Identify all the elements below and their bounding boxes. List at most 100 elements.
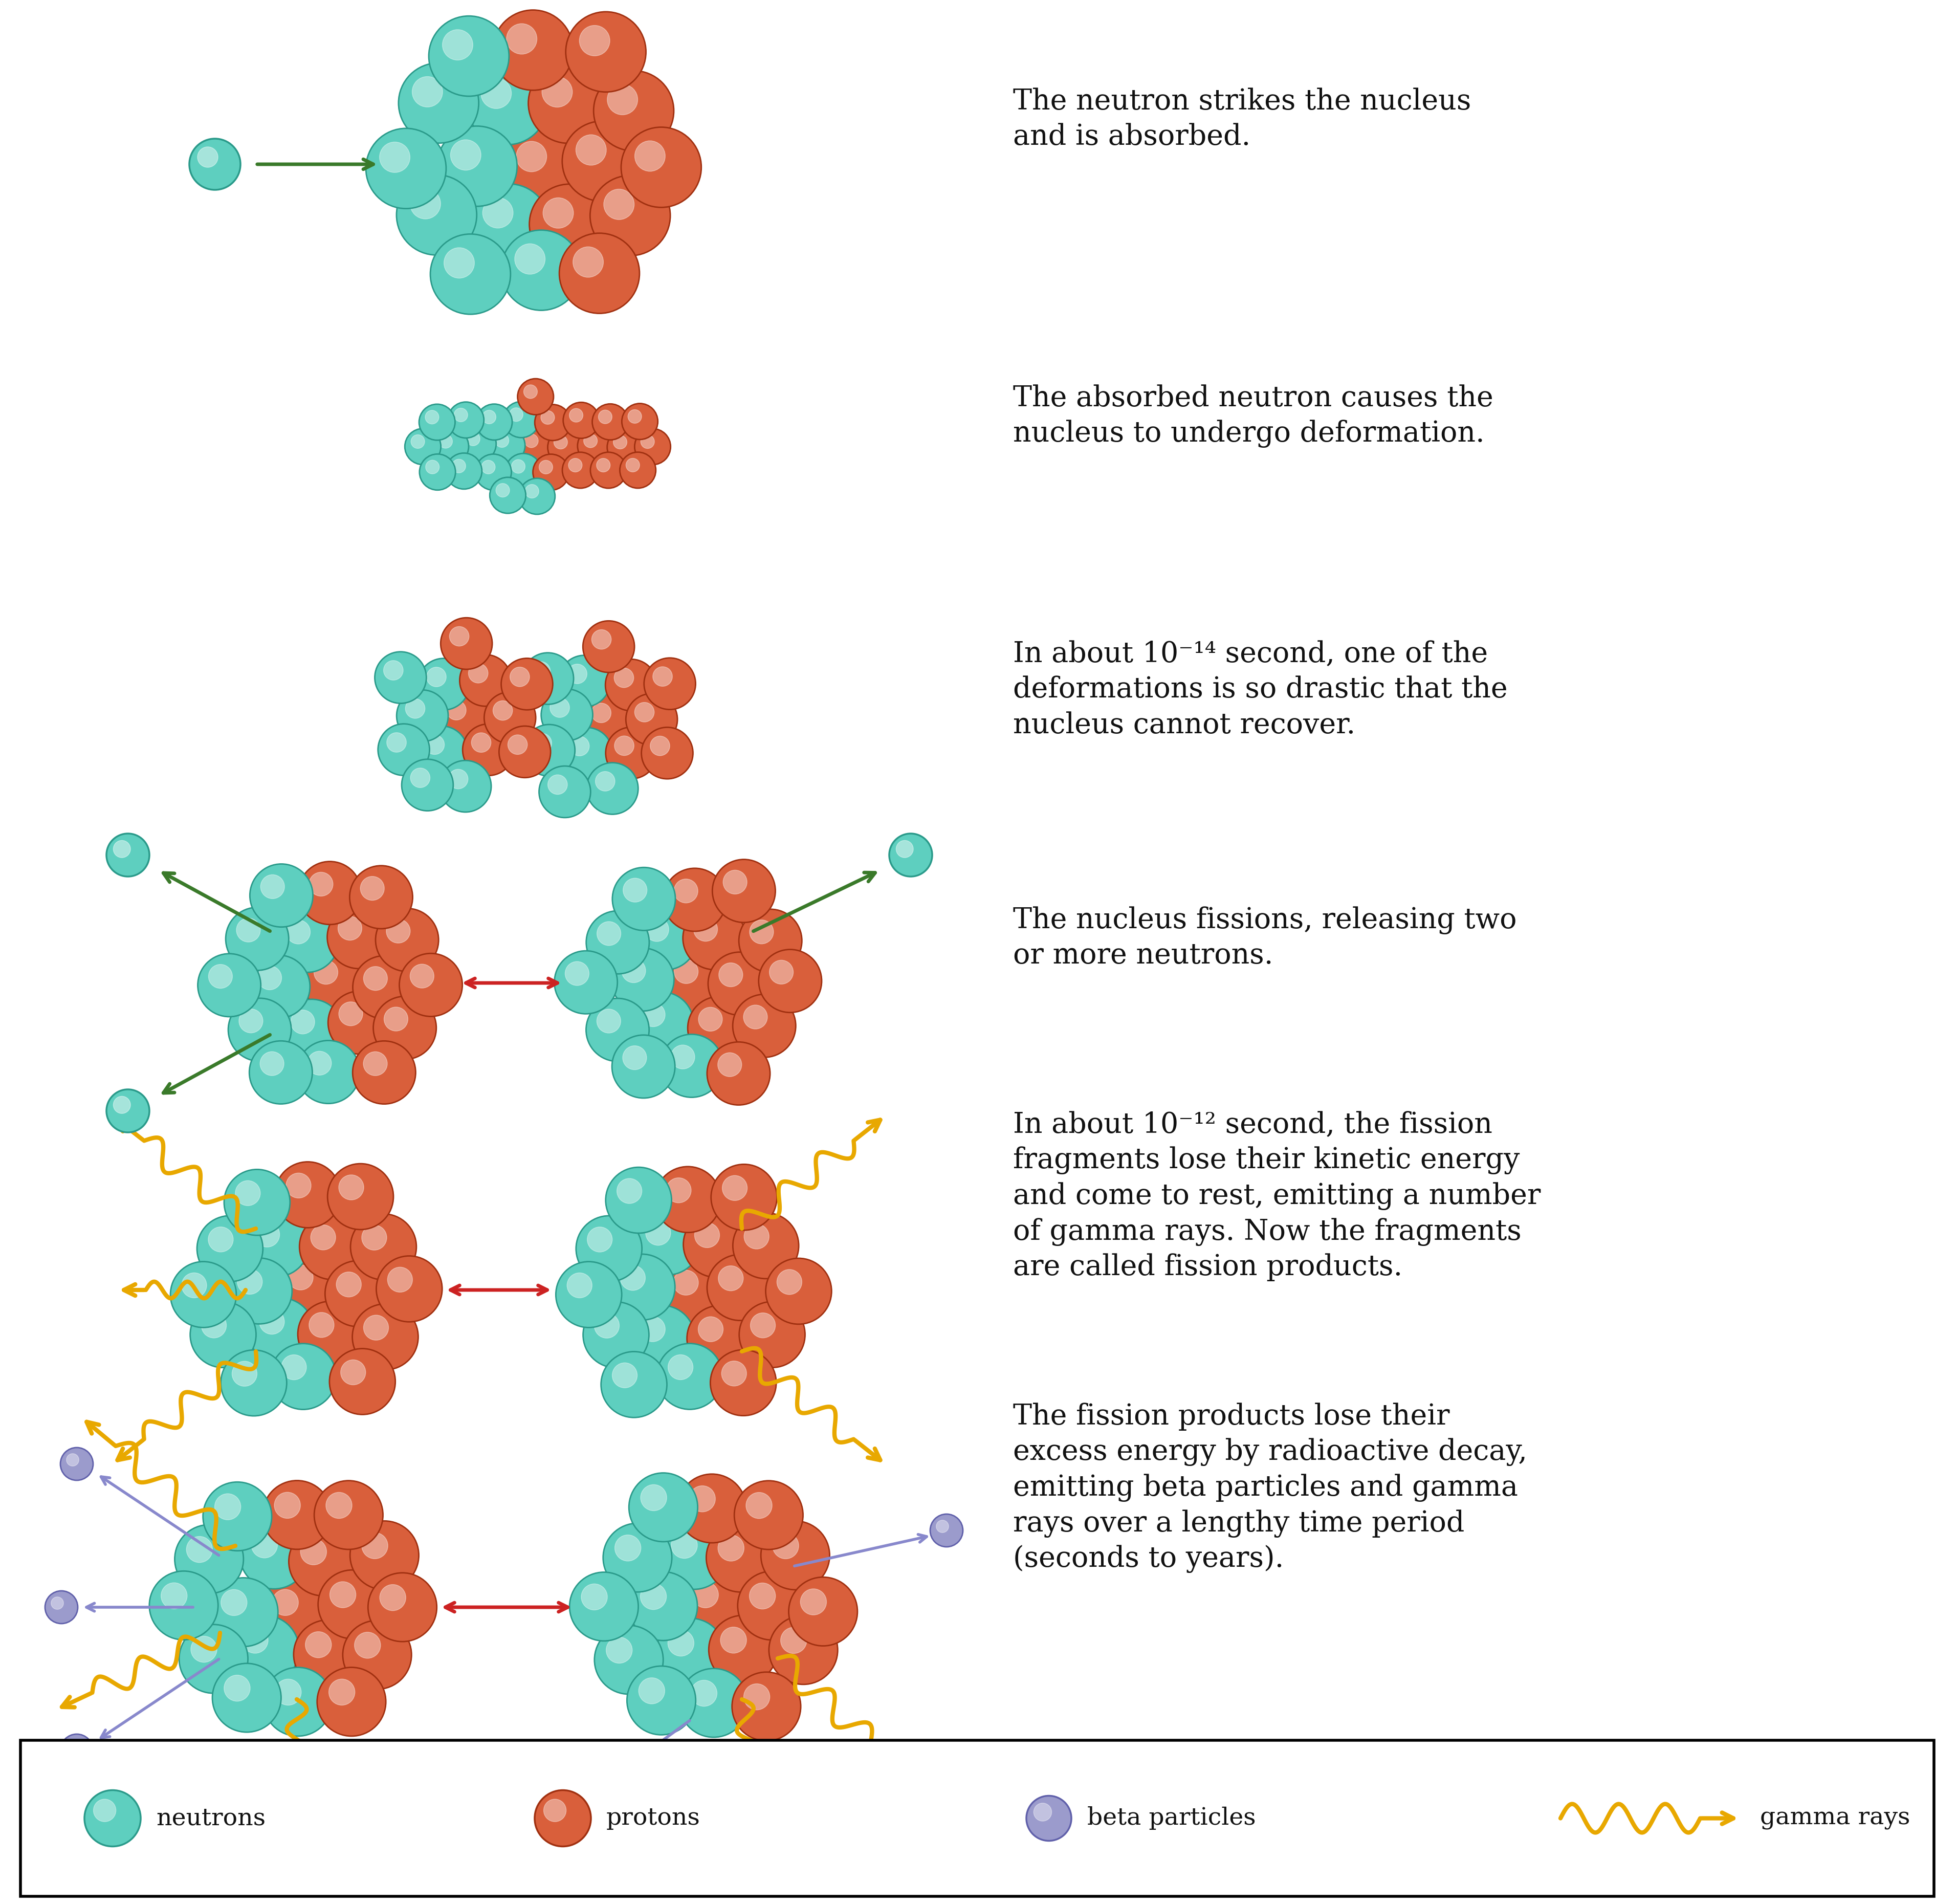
Circle shape: [213, 1664, 282, 1733]
Circle shape: [67, 1740, 78, 1752]
Circle shape: [223, 1676, 250, 1700]
Circle shape: [679, 1668, 748, 1736]
Circle shape: [493, 10, 573, 89]
Circle shape: [387, 1268, 413, 1293]
Circle shape: [448, 402, 483, 438]
Circle shape: [614, 1535, 640, 1561]
Circle shape: [329, 1348, 395, 1415]
Circle shape: [532, 733, 552, 752]
Circle shape: [489, 428, 524, 463]
Circle shape: [614, 737, 634, 756]
Circle shape: [67, 1453, 78, 1466]
Circle shape: [221, 1350, 288, 1417]
Circle shape: [630, 992, 693, 1055]
Circle shape: [634, 141, 665, 171]
Circle shape: [687, 996, 751, 1059]
Circle shape: [231, 1615, 299, 1685]
Circle shape: [276, 910, 339, 973]
Circle shape: [380, 143, 411, 173]
Text: In about 10⁻¹⁴ second, one of the
deformations is so drastic that the
nucleus ca: In about 10⁻¹⁴ second, one of the deform…: [1014, 640, 1507, 739]
Circle shape: [233, 1361, 256, 1386]
Circle shape: [789, 1577, 857, 1645]
Circle shape: [718, 963, 744, 986]
Circle shape: [667, 1630, 695, 1656]
Circle shape: [566, 962, 589, 986]
Circle shape: [722, 1361, 746, 1386]
Circle shape: [656, 1167, 720, 1232]
Circle shape: [660, 1521, 728, 1590]
Circle shape: [149, 1571, 217, 1639]
Circle shape: [339, 1175, 364, 1200]
Circle shape: [628, 1306, 695, 1371]
Circle shape: [350, 1215, 417, 1279]
Circle shape: [249, 1041, 313, 1104]
Circle shape: [411, 188, 440, 219]
Circle shape: [260, 1310, 284, 1335]
Circle shape: [587, 1226, 613, 1253]
Circle shape: [329, 992, 391, 1055]
Circle shape: [325, 1260, 391, 1327]
Circle shape: [397, 175, 478, 255]
Circle shape: [732, 1213, 798, 1279]
Circle shape: [620, 1266, 646, 1291]
Circle shape: [750, 920, 773, 944]
Circle shape: [413, 76, 442, 107]
Circle shape: [595, 1626, 663, 1695]
Circle shape: [734, 1481, 802, 1550]
Circle shape: [622, 960, 646, 982]
Circle shape: [640, 1485, 667, 1510]
Circle shape: [626, 459, 640, 472]
Circle shape: [519, 478, 556, 514]
Circle shape: [750, 1582, 775, 1609]
Circle shape: [258, 965, 282, 990]
Circle shape: [305, 1632, 331, 1658]
Circle shape: [750, 1314, 775, 1339]
Circle shape: [640, 1584, 667, 1609]
Circle shape: [170, 1262, 237, 1327]
Circle shape: [452, 459, 466, 472]
Circle shape: [605, 1167, 671, 1234]
Circle shape: [587, 1771, 620, 1803]
Circle shape: [568, 1274, 593, 1299]
Circle shape: [622, 1045, 646, 1070]
Circle shape: [505, 453, 542, 489]
Circle shape: [419, 453, 456, 489]
Circle shape: [237, 1270, 262, 1295]
Circle shape: [710, 1163, 777, 1230]
Circle shape: [209, 1578, 278, 1647]
Circle shape: [583, 434, 597, 447]
Circle shape: [722, 870, 748, 895]
Circle shape: [622, 404, 658, 440]
Circle shape: [327, 1163, 393, 1230]
Circle shape: [438, 434, 452, 447]
Circle shape: [689, 1485, 716, 1512]
Circle shape: [489, 478, 526, 514]
Circle shape: [693, 918, 718, 941]
Circle shape: [364, 1316, 389, 1340]
Circle shape: [646, 1220, 671, 1245]
Circle shape: [360, 876, 384, 901]
Circle shape: [352, 956, 415, 1019]
Circle shape: [718, 1053, 742, 1076]
Circle shape: [276, 1253, 342, 1319]
Circle shape: [609, 1255, 675, 1319]
Circle shape: [634, 906, 697, 969]
Circle shape: [597, 1009, 620, 1034]
Circle shape: [591, 630, 611, 649]
Circle shape: [607, 428, 644, 465]
Circle shape: [599, 409, 613, 425]
Circle shape: [440, 760, 491, 813]
Circle shape: [339, 1002, 362, 1026]
Circle shape: [644, 918, 669, 941]
Circle shape: [620, 451, 656, 487]
Circle shape: [673, 1270, 699, 1295]
Circle shape: [620, 128, 701, 208]
Circle shape: [538, 461, 552, 474]
Circle shape: [658, 1344, 722, 1409]
Circle shape: [595, 1314, 618, 1339]
Circle shape: [114, 840, 131, 857]
Circle shape: [528, 185, 609, 265]
Text: The nucleus fissions, releasing two
or more neutrons.: The nucleus fissions, releasing two or m…: [1014, 906, 1517, 969]
Text: gamma rays: gamma rays: [1759, 1807, 1910, 1830]
Circle shape: [524, 434, 538, 447]
